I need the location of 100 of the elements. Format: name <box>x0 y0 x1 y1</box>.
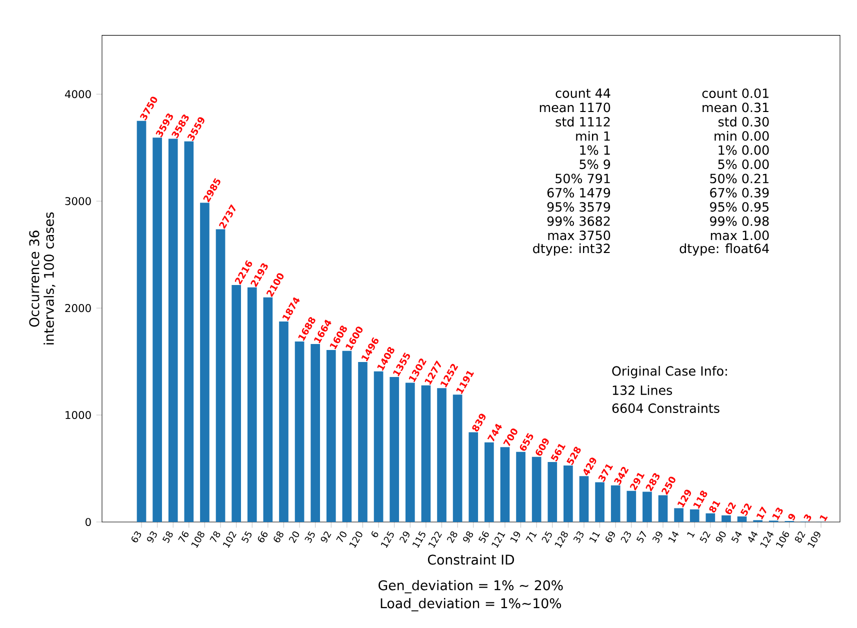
x-axis-title: Constraint ID <box>428 554 514 565</box>
bar <box>674 508 684 522</box>
x-tick-label: 69 <box>606 532 615 542</box>
y-tick-label: 1000 <box>66 410 91 420</box>
data-label: 62 <box>725 502 736 514</box>
bar <box>484 442 494 522</box>
x-tick-label: 92 <box>320 532 332 543</box>
annotation: 6604 Constraints <box>612 403 720 414</box>
x-tick-label: 71 <box>526 532 537 542</box>
x-tick-label: 35 <box>304 531 315 544</box>
bar <box>706 513 716 522</box>
bar <box>626 490 636 522</box>
annotation: 50% 0.21 <box>710 174 768 184</box>
text: Gen_deviation = 1% ~ 20% <box>378 580 563 594</box>
x-tick-label: 1 <box>687 532 695 538</box>
x-tick-label: 82 <box>794 532 806 543</box>
bar <box>405 382 415 522</box>
x-tick-label: 28 <box>446 531 458 544</box>
annotation: 132 Lines <box>612 385 672 396</box>
bar <box>200 202 210 522</box>
x-tick-label: 90 <box>716 532 726 543</box>
bar <box>310 344 320 522</box>
data-label: 52 <box>740 504 752 516</box>
annotation: 67% 0.39 <box>710 188 769 198</box>
x-tick-label: 55 <box>241 531 252 544</box>
bar <box>216 229 226 522</box>
x-tick-label: 33 <box>573 531 584 544</box>
x-tick-label: 11 <box>589 532 600 543</box>
bar <box>374 371 384 522</box>
x-tick-label: 23 <box>620 531 631 544</box>
annotation: dtype: int32 <box>533 243 610 256</box>
bar <box>294 341 304 522</box>
annotation: 1% 0.00 <box>718 145 769 155</box>
bar <box>564 466 573 522</box>
annotation: 50% 791 <box>556 174 610 184</box>
annotation: mean 0.31 <box>702 102 768 112</box>
data-label: 3 <box>804 514 812 522</box>
bar <box>579 476 589 522</box>
x-tick-label: 57 <box>636 530 646 544</box>
annotation: 5% 0.00 <box>718 159 769 170</box>
x-tick-label: 54 <box>731 531 742 544</box>
x-tick-label: 63 <box>132 531 142 542</box>
bar <box>279 322 288 522</box>
bar <box>516 452 526 522</box>
x-tick-label: 56 <box>478 531 489 544</box>
bar <box>184 141 194 522</box>
annotation: std 1112 <box>556 116 610 127</box>
x-tick-label: 14 <box>668 531 679 543</box>
x-tick-label: 98 <box>463 531 474 543</box>
bar <box>263 297 273 522</box>
x-tick-label: 68 <box>274 531 284 542</box>
data-label: 1 <box>820 515 828 522</box>
x-tick-label: 20 <box>288 532 300 544</box>
bar <box>326 350 336 522</box>
annotation: 95% 3579 <box>547 202 610 212</box>
bar <box>642 492 652 522</box>
x-tick-label: 6 <box>372 531 378 538</box>
bar <box>690 509 700 522</box>
bar <box>737 516 747 522</box>
y-tick-label: 3000 <box>65 197 91 206</box>
annotation: 99% 3682 <box>547 216 610 226</box>
annotation: 1% 1 <box>580 145 610 155</box>
annotation: mean 1170 <box>540 102 610 112</box>
x-tick-label: 93 <box>147 531 157 543</box>
annotation: max 1.00 <box>710 230 769 240</box>
annotation: std 0.30 <box>718 116 769 127</box>
bar <box>342 350 352 522</box>
bar <box>610 485 620 522</box>
x-tick-label: 44 <box>748 531 758 543</box>
bar <box>658 495 668 522</box>
bar <box>136 120 146 522</box>
text: Load_deviation = 1%~10% <box>380 598 562 612</box>
x-tick-label: 58 <box>162 531 173 544</box>
bar <box>152 138 162 522</box>
bar <box>232 284 241 522</box>
annotation: min 1 <box>576 131 610 141</box>
bar <box>548 462 558 522</box>
bar <box>500 447 510 522</box>
bar <box>168 138 178 522</box>
bar <box>452 394 462 522</box>
bar <box>532 456 542 522</box>
annotation: 67% 1479 <box>547 188 610 198</box>
x-tick-label: 39 <box>652 532 662 544</box>
bar <box>468 432 478 522</box>
annotation: dtype: float64 <box>680 243 769 256</box>
x-tick-label: 25 <box>542 531 552 544</box>
annotation: min 0.00 <box>714 130 769 141</box>
x-tick-label: 29 <box>400 532 410 544</box>
annotation: 95% 0.95 <box>710 202 769 212</box>
annotation: count 0.01 <box>702 88 768 98</box>
data-label: 17 <box>756 506 766 520</box>
bar <box>421 385 431 522</box>
y-tick-label: 0 <box>86 518 91 526</box>
annotation: Original Case Info: <box>612 366 727 378</box>
annotation: max 3750 <box>548 230 610 240</box>
annotation: count 44 <box>556 88 610 98</box>
x-tick-label: 76 <box>178 531 189 542</box>
data-label: 13 <box>772 508 783 520</box>
y-tick-label: 2000 <box>65 304 91 312</box>
bar <box>595 482 604 522</box>
